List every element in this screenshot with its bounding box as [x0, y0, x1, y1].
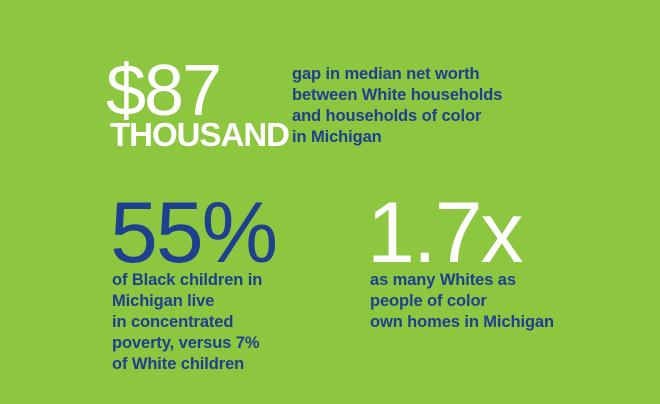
caption-line: Michigan live	[112, 292, 215, 310]
caption-line: own homes in Michigan	[370, 313, 554, 331]
caption-line: of White children	[112, 355, 245, 373]
net-worth-value: $87	[106, 51, 222, 131]
caption-line: between White households	[292, 86, 503, 104]
child-poverty-value: 55%	[110, 185, 278, 281]
caption-line: in concentrated	[112, 313, 234, 331]
homeownership-caption: as many Whites as people of color own ho…	[370, 270, 610, 333]
net-worth-unit: THOUSAND	[110, 116, 290, 153]
caption-line: and households of color	[292, 107, 482, 125]
caption-line: people of color	[370, 292, 487, 310]
caption-line: in Michigan	[292, 128, 382, 146]
caption-line: of Black children in	[112, 271, 263, 289]
child-poverty-caption: of Black children in Michigan live in co…	[112, 270, 312, 375]
caption-line: gap in median net worth	[292, 65, 480, 83]
net-worth-caption: gap in median net worth between White ho…	[292, 64, 552, 148]
caption-line: poverty, versus 7%	[112, 334, 260, 352]
caption-line: as many Whites as	[370, 271, 516, 289]
homeownership-value: 1.7x	[367, 185, 524, 281]
